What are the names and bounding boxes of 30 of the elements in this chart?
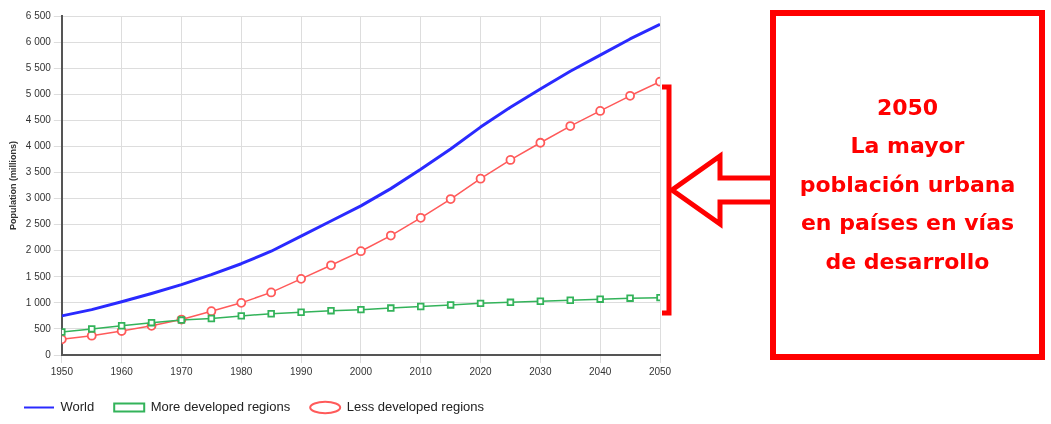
callout-box: 2050 La mayor población urbana en países en vías de desarrollo xyxy=(770,10,1045,360)
legend-label: More developed regions xyxy=(150,399,291,415)
x-tick-label: 2030 xyxy=(529,365,552,377)
y-tick-label: 2 000 xyxy=(25,244,52,256)
x-tick-label: 2010 xyxy=(409,365,433,377)
y-tick-label: 2 500 xyxy=(25,218,52,230)
y-tick-label: 3 000 xyxy=(25,192,52,204)
legend-label: World xyxy=(60,399,95,415)
legend-label: Less developed regions xyxy=(346,399,485,415)
y-tick-label: 1 000 xyxy=(25,296,52,308)
x-tick-label: 2050 xyxy=(648,365,672,377)
y-tick-label: 0 xyxy=(45,348,52,360)
y-tick-label: 6 500 xyxy=(25,9,52,21)
y-tick-label: 5 000 xyxy=(25,87,52,99)
x-tick-label: 1950 xyxy=(50,365,74,377)
y-tick-label: 500 xyxy=(34,322,52,334)
x-tick-label: 1960 xyxy=(110,365,134,377)
y-tick-label: 4 000 xyxy=(25,140,52,152)
y-tick-label: 3 500 xyxy=(25,166,52,178)
y-tick-label: 1 500 xyxy=(25,270,52,282)
y-tick-label: 6 000 xyxy=(25,35,52,47)
x-tick-label: 2040 xyxy=(589,365,612,377)
y-tick-label: 5 500 xyxy=(25,61,52,73)
y-axis-title: Population (millions) xyxy=(7,141,18,230)
x-tick-label: 1980 xyxy=(230,365,253,377)
x-tick-label: 1990 xyxy=(289,365,313,377)
x-tick-label: 2000 xyxy=(349,365,373,377)
y-tick-label: 4 500 xyxy=(25,114,52,126)
x-tick-label: 1970 xyxy=(170,365,194,377)
x-tick-label: 2020 xyxy=(469,365,493,377)
